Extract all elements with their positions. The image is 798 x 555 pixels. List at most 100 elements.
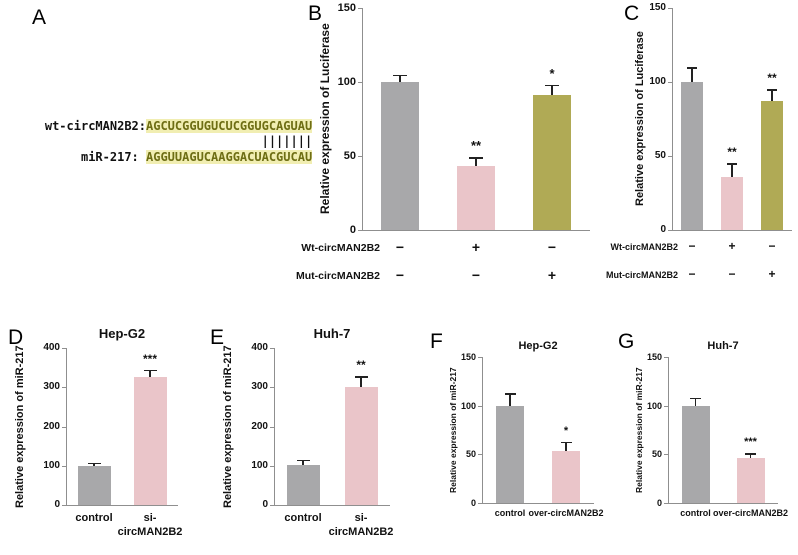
wt-sequence-name: wt-circMAN2B2: bbox=[44, 119, 146, 133]
y-tick-label: 50 bbox=[465, 449, 476, 460]
panel-label-d: D bbox=[8, 326, 24, 349]
y-axis bbox=[482, 357, 483, 503]
error-bar-cap bbox=[560, 441, 572, 444]
y-axis-label: Relative expression of Luciferase bbox=[634, 31, 646, 207]
bar bbox=[681, 405, 710, 503]
condition-sign: − bbox=[688, 239, 696, 253]
error-bar bbox=[749, 453, 752, 459]
mir-sequence-row: miR-217: AGGUUAGUCAAGGACUACGUCAU bbox=[40, 149, 313, 165]
condition-row-label: Wt-circMAN2B2 bbox=[301, 242, 380, 254]
panel-e: E Huh-7 Relative expression of miR-217 0 100… bbox=[206, 318, 420, 555]
bar bbox=[133, 377, 167, 505]
bar bbox=[496, 405, 524, 503]
significance-stars: * bbox=[549, 65, 555, 81]
x-category-label: control bbox=[680, 508, 711, 518]
wt-sequence: AGCUCGGUGUCUCGGUGCAGUAU bbox=[146, 119, 313, 133]
x-category-label: control bbox=[494, 508, 526, 518]
x-axis bbox=[274, 505, 390, 506]
y-tick bbox=[358, 82, 362, 83]
x-category-label: si- circMAN2B2 bbox=[328, 512, 394, 539]
y-tick-label: 200 bbox=[43, 420, 60, 432]
y-axis bbox=[362, 8, 363, 230]
y-tick bbox=[668, 230, 672, 231]
y-tick-label: 150 bbox=[460, 352, 476, 362]
panel-g: G Huh-7 Relative expression of miR-217 0 50 1… bbox=[614, 330, 798, 555]
y-tick-label: 50 bbox=[651, 449, 662, 460]
error-bar bbox=[691, 67, 693, 82]
error-bar bbox=[731, 163, 733, 177]
error-bar-cap bbox=[393, 74, 407, 77]
significance-stars: ** bbox=[727, 145, 737, 160]
x-category-label: control bbox=[284, 512, 322, 524]
error-bar bbox=[475, 157, 477, 167]
panel-b: B Relative expression of Luciferase 0 50 100… bbox=[296, 0, 610, 315]
y-axis-label: Relative expression of miR-217 bbox=[448, 367, 458, 493]
x-category-label: si- circMAN2B2 bbox=[117, 512, 183, 539]
y-tick-label: 200 bbox=[251, 420, 268, 432]
alignment-bars: ||||||| bbox=[261, 134, 313, 148]
bar bbox=[344, 387, 378, 505]
error-bar bbox=[360, 376, 362, 388]
y-tick bbox=[270, 465, 274, 467]
x-axis bbox=[668, 503, 778, 504]
y-tick-label: 100 bbox=[43, 459, 60, 471]
y-tick bbox=[664, 503, 668, 504]
y-tick bbox=[478, 405, 482, 407]
condition-sign: − bbox=[768, 239, 776, 253]
y-tick-label: 300 bbox=[251, 381, 268, 393]
condition-sign: − bbox=[547, 239, 557, 255]
bar bbox=[286, 464, 320, 505]
y-axis bbox=[672, 8, 673, 230]
error-bar bbox=[551, 84, 553, 96]
y-tick-label: 0 bbox=[54, 499, 60, 510]
x-axis bbox=[362, 230, 590, 231]
y-tick-label: 0 bbox=[349, 224, 356, 236]
error-bar bbox=[771, 89, 773, 102]
panel-c: C Relative expression of Luciferase 0 50 100… bbox=[606, 0, 798, 315]
y-tick-label: 150 bbox=[649, 2, 666, 13]
y-tick bbox=[478, 357, 482, 358]
y-tick-label: 100 bbox=[251, 459, 268, 471]
y-tick-label: 100 bbox=[646, 400, 662, 411]
y-tick-label: 100 bbox=[460, 400, 476, 411]
condition-sign: − bbox=[395, 239, 405, 255]
error-bar-cap bbox=[469, 157, 483, 159]
y-axis bbox=[66, 348, 67, 505]
y-tick-label: 50 bbox=[654, 150, 666, 161]
sequence-alignment: wt-circMAN2B2:AGCUCGGUGUCUCGGUGCAGUAU ||… bbox=[40, 118, 313, 165]
significance-stars: *** bbox=[142, 351, 157, 366]
y-tick bbox=[664, 357, 668, 358]
wt-sequence-row: wt-circMAN2B2:AGCUCGGUGUCUCGGUGCAGUAU bbox=[40, 118, 313, 134]
panel-f: F Hep-G2 Relative expression of miR-217 0 50… bbox=[428, 330, 614, 555]
bar bbox=[681, 82, 703, 230]
chart-title: Hep-G2 bbox=[518, 340, 558, 352]
chart-title: Huh-7 bbox=[707, 340, 739, 352]
significance-stars: ** bbox=[356, 358, 366, 373]
y-tick-label: 150 bbox=[646, 352, 662, 362]
y-tick-label: 0 bbox=[262, 499, 268, 510]
y-tick-label: 50 bbox=[343, 150, 356, 162]
significance-stars: ** bbox=[767, 71, 777, 86]
error-bar bbox=[694, 397, 697, 406]
y-tick-label: 150 bbox=[337, 2, 356, 14]
y-tick-label: 0 bbox=[660, 224, 666, 235]
significance-stars: ** bbox=[470, 138, 482, 154]
y-tick bbox=[62, 387, 66, 389]
y-tick bbox=[358, 230, 362, 231]
error-bar-cap bbox=[727, 163, 737, 165]
condition-sign: + bbox=[471, 239, 481, 255]
y-tick bbox=[664, 454, 668, 456]
condition-row-label: Wt-circMAN2B2 bbox=[610, 242, 678, 252]
error-bar bbox=[565, 441, 567, 452]
y-tick bbox=[478, 454, 482, 456]
y-tick-label: 0 bbox=[656, 498, 662, 508]
y-tick bbox=[478, 503, 482, 504]
x-axis bbox=[672, 230, 792, 231]
x-category-label: over-circMAN2B2 bbox=[712, 508, 789, 518]
y-tick bbox=[668, 82, 672, 83]
y-tick-label: 0 bbox=[470, 498, 476, 508]
bar bbox=[736, 458, 765, 503]
y-axis-label: Relative expression of miR-217 bbox=[634, 367, 644, 493]
mir-sequence: AGGUUAGUCAAGGACUACGUCAU bbox=[146, 150, 313, 164]
x-category-label: over-circMAN2B2 bbox=[528, 508, 604, 518]
